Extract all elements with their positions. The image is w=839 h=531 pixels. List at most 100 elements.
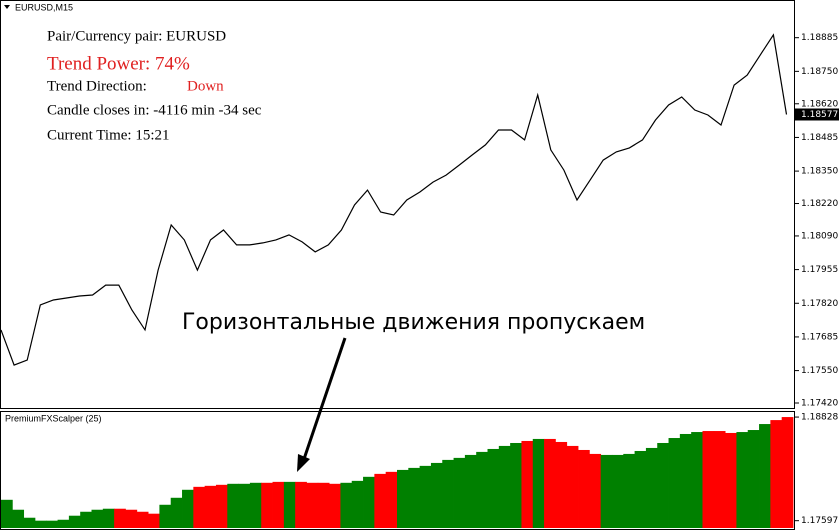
trend-power: Trend Power: 74%	[47, 53, 190, 74]
histogram-bar	[430, 462, 443, 528]
histogram-bar	[182, 489, 194, 528]
histogram-bar	[227, 483, 239, 528]
histogram-bar	[136, 511, 149, 528]
menu-arrow[interactable]	[4, 5, 10, 9]
histogram-bar	[249, 482, 262, 528]
last-price-box	[795, 108, 839, 121]
annotation-arrow	[301, 337, 347, 463]
histogram-bar	[306, 482, 319, 528]
histogram-bar	[679, 433, 692, 528]
histogram-bar	[397, 469, 409, 528]
y-tick-label: 1.18885	[801, 33, 838, 43]
candle-closes: Candle closes in: -4116 min -34 sec	[47, 102, 262, 118]
histogram-bar	[148, 513, 160, 528]
histogram-bar	[12, 509, 25, 528]
histogram-bar	[329, 483, 341, 528]
histogram-bar	[544, 438, 556, 528]
histogram-bar	[193, 486, 206, 528]
histogram-bar	[555, 441, 568, 528]
histogram-bar	[272, 481, 285, 528]
histogram-bar	[566, 445, 579, 528]
histogram-bar	[759, 424, 771, 528]
histogram-bar	[691, 432, 703, 528]
y-tick-label: 1.17820	[801, 299, 838, 309]
histogram-bar	[589, 453, 602, 528]
histogram-bar	[1, 499, 13, 528]
histogram-bar	[34, 520, 47, 528]
histogram-bar	[521, 440, 534, 528]
histogram-bar	[611, 454, 624, 528]
histogram-bar	[645, 447, 658, 528]
histogram-bar	[340, 482, 353, 528]
y-tick-label: 1.17420	[801, 399, 838, 409]
histogram-bar	[623, 453, 635, 528]
histogram-bar	[476, 451, 488, 528]
y-tick-label: 1.18220	[801, 199, 838, 209]
histogram-bar	[600, 454, 613, 528]
histogram-bar	[532, 438, 545, 528]
price-line	[0, 33, 788, 366]
y-tick-label: 1.18750	[801, 67, 838, 77]
histogram-bar	[770, 420, 783, 528]
histogram-bar	[57, 519, 70, 528]
histogram-bar	[204, 485, 217, 528]
histogram-bar	[283, 481, 296, 528]
trend-direction: Down	[187, 78, 224, 94]
y-tick-label: 1.18828	[801, 413, 838, 423]
histogram-bar	[385, 471, 398, 528]
histogram-bar	[215, 484, 228, 528]
histogram-bar	[668, 438, 681, 528]
y-tick-label: 1.18620	[801, 99, 838, 109]
y-tick-label: 1.17685	[801, 332, 838, 342]
histogram-bar	[261, 482, 273, 528]
histogram-bar	[159, 504, 172, 528]
histogram-bar	[419, 465, 432, 528]
histogram-bar	[170, 497, 183, 528]
y-tick-label: 1.18350	[801, 167, 838, 177]
symbol-title: EURUSD,M15	[15, 2, 73, 12]
histogram-bar	[125, 509, 138, 528]
histogram-bar	[781, 417, 794, 528]
histogram-bar	[91, 509, 104, 528]
histogram-bar	[80, 511, 92, 528]
histogram-bar	[487, 448, 500, 528]
histogram-bar	[102, 508, 115, 528]
trend-direction-label: Trend Direction:	[47, 78, 147, 94]
y-tick-label: 1.17597	[801, 516, 838, 526]
last-price-label: 1.18577	[801, 110, 838, 120]
histogram-bar	[510, 442, 522, 528]
histogram-bar	[498, 445, 511, 528]
histogram-bar	[713, 431, 726, 528]
y-tick-label: 1.18090	[801, 231, 838, 241]
histogram-bar	[351, 480, 364, 528]
histogram-bar	[23, 517, 36, 528]
plot: 1.18885 1.18750 1.18620 1.18485 1.18350 1.182…	[0, 33, 839, 528]
pair-label: Pair/Currency pair: EURUSD	[47, 28, 226, 44]
main-panel	[0, 0, 795, 409]
histogram-bar	[317, 482, 330, 528]
histogram-bar	[46, 520, 58, 528]
arrow-head	[297, 454, 310, 472]
histogram-bar	[657, 442, 669, 528]
annotation: Горизонтальные движения пропускаем	[182, 310, 645, 335]
histogram-bar	[578, 449, 590, 528]
y-tick-label: 1.18485	[801, 133, 838, 143]
indicator-title: PremiumFXScalper (25)	[5, 413, 102, 423]
histogram-bar	[464, 454, 477, 528]
histogram-bar	[702, 431, 715, 528]
y-tick-label: 1.17955	[801, 265, 838, 275]
histogram-bar	[295, 481, 307, 528]
histogram-bar	[114, 508, 126, 528]
histogram-bar	[68, 515, 81, 528]
current-time: Current Time: 15:21	[47, 127, 170, 143]
histogram-bar	[736, 432, 749, 528]
histogram-bar	[442, 459, 454, 528]
histogram-bar	[238, 483, 251, 528]
histogram-bar	[374, 473, 387, 528]
histogram-bar	[725, 432, 737, 528]
y-tick-label: 1.17550	[801, 366, 838, 376]
histogram-bar	[747, 430, 760, 528]
histogram-bar	[363, 476, 375, 528]
histogram-bar	[634, 450, 647, 528]
